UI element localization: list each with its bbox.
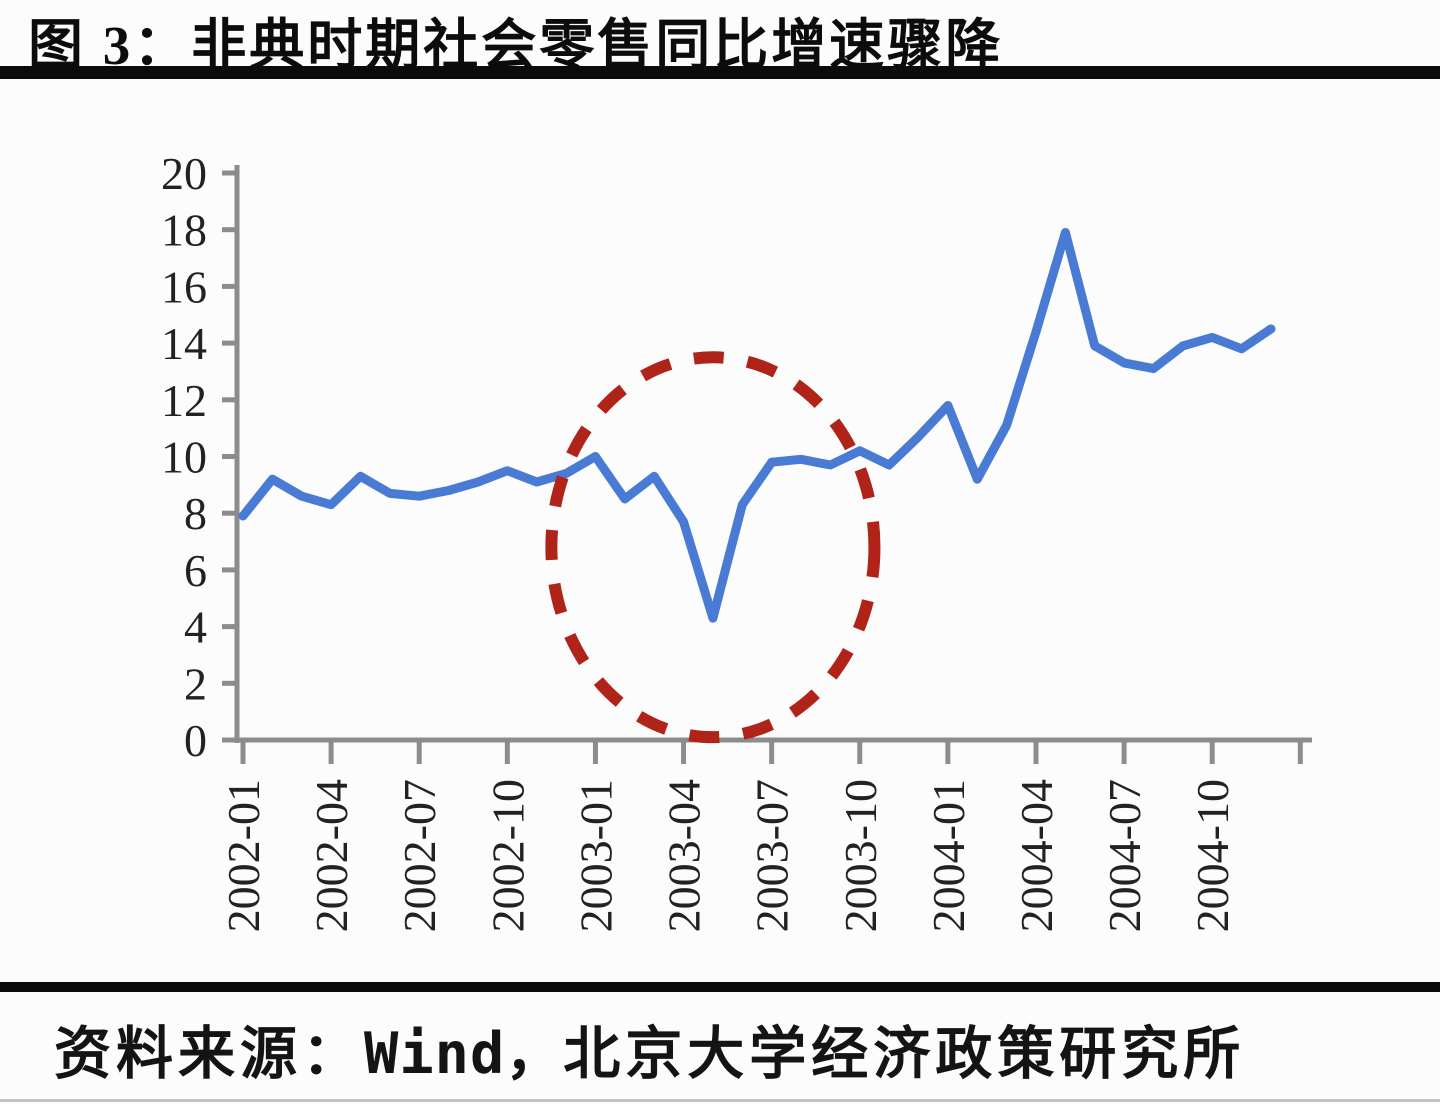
svg-text:2002-10: 2002-10: [482, 779, 533, 932]
bottom-border: [0, 1099, 1440, 1102]
svg-text:2003-01: 2003-01: [570, 779, 621, 932]
title-underline: [0, 66, 1440, 79]
source-prefix: 资料来源：: [54, 1023, 364, 1086]
sars-highlight-circle: [545, 351, 881, 744]
svg-text:2003-04: 2003-04: [659, 779, 710, 932]
svg-text:2004-01: 2004-01: [923, 779, 974, 932]
svg-text:2002-07: 2002-07: [394, 779, 445, 932]
svg-text:2004-07: 2004-07: [1099, 779, 1150, 932]
x-axis: [233, 737, 1312, 764]
source-vendor: Wind，: [364, 1021, 564, 1087]
svg-text:2002-01: 2002-01: [218, 779, 269, 932]
svg-text:2004-04: 2004-04: [1011, 779, 1062, 932]
svg-text:10: 10: [161, 432, 207, 483]
svg-text:8: 8: [184, 488, 207, 539]
source-suffix: 北京大学经济政策研究所: [563, 1023, 1246, 1086]
svg-text:6: 6: [184, 545, 207, 596]
figure-title: 图 3：非典时期社会零售同比增速骤降: [28, 15, 1004, 76]
svg-text:20: 20: [161, 148, 207, 199]
x-axis-labels: 2002-01 2002-04 2002-07 2002-10 2003-01 2003-…: [218, 779, 1238, 932]
svg-text:18: 18: [161, 205, 207, 256]
svg-text:4: 4: [184, 602, 207, 653]
svg-text:2004-10: 2004-10: [1187, 779, 1238, 932]
source-divider: [0, 982, 1440, 992]
retail-growth-line: [238, 228, 1276, 623]
svg-text:2003-07: 2003-07: [747, 779, 798, 932]
svg-text:14: 14: [161, 318, 207, 369]
svg-text:2: 2: [184, 658, 207, 709]
svg-text:16: 16: [161, 261, 207, 312]
source-text: 资料来源：Wind，北京大学经济政策研究所: [54, 1008, 1245, 1090]
svg-text:0: 0: [184, 715, 207, 766]
svg-text:12: 12: [161, 375, 207, 426]
y-axis: [222, 165, 240, 743]
svg-text:2002-04: 2002-04: [306, 779, 357, 932]
svg-text:2003-10: 2003-10: [835, 779, 886, 932]
